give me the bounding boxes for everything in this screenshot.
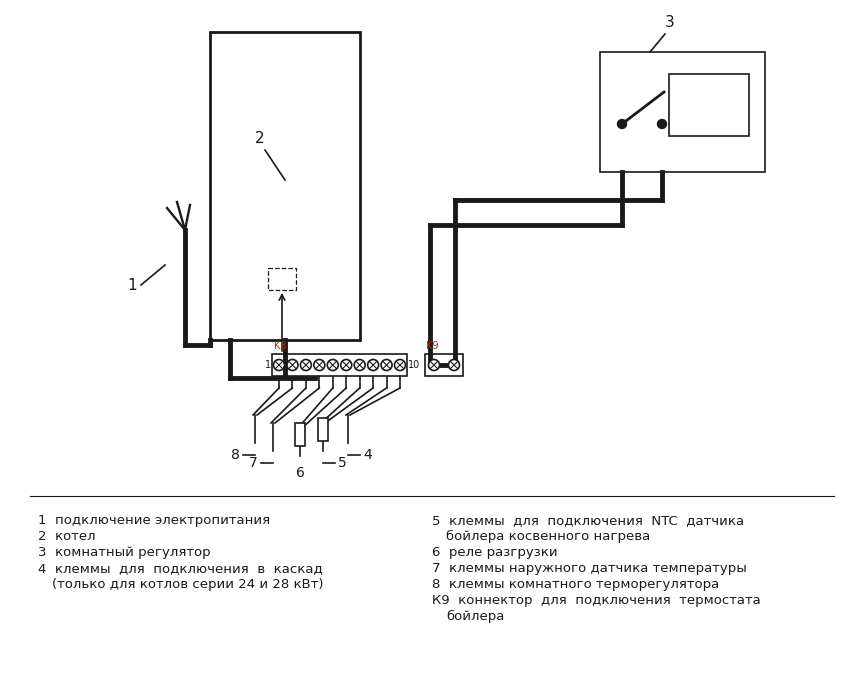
Text: 6: 6	[295, 466, 304, 480]
Text: K8: K8	[274, 341, 287, 351]
Text: 3: 3	[665, 15, 675, 30]
Bar	[425, 354, 463, 376]
Text: К9  коннектор  для  подключения  термостата: К9 коннектор для подключения термостата	[432, 594, 760, 607]
Bar	[210, 32, 360, 340]
Circle shape	[354, 360, 365, 370]
Bar	[670, 74, 748, 136]
Text: 1  подключение электропитания: 1 подключение электропитания	[38, 514, 270, 527]
Bar	[272, 354, 407, 376]
Circle shape	[367, 360, 378, 370]
Bar	[600, 52, 765, 172]
Text: 4  клеммы  для  подключения  в  каскад: 4 клеммы для подключения в каскад	[38, 562, 323, 575]
Circle shape	[395, 360, 405, 370]
Text: 5  клеммы  для  подключения  NTC  датчика: 5 клеммы для подключения NTC датчика	[432, 514, 744, 527]
Text: K9: K9	[426, 341, 439, 351]
Text: бойлера: бойлера	[446, 610, 505, 623]
Text: 1: 1	[265, 360, 271, 370]
Circle shape	[340, 360, 352, 370]
Text: 7  клеммы наружного датчика температуры: 7 клеммы наружного датчика температуры	[432, 562, 746, 575]
Text: 3  комнатный регулятор: 3 комнатный регулятор	[38, 546, 211, 559]
Circle shape	[448, 360, 460, 370]
Circle shape	[618, 120, 626, 129]
Text: 7: 7	[249, 456, 258, 470]
Bar	[268, 268, 296, 290]
Text: бойлера косвенного нагрева: бойлера косвенного нагрева	[446, 530, 651, 543]
Text: 2  котел: 2 котел	[38, 530, 96, 543]
Text: 10: 10	[408, 360, 420, 370]
Text: 2: 2	[255, 131, 264, 146]
Text: 4: 4	[363, 448, 372, 462]
Circle shape	[314, 360, 325, 370]
Text: 8  клеммы комнатного терморегулятора: 8 клеммы комнатного терморегулятора	[432, 578, 719, 591]
Text: 8: 8	[232, 448, 240, 462]
Circle shape	[658, 120, 666, 129]
Circle shape	[381, 360, 392, 370]
Text: 5: 5	[338, 456, 346, 470]
Bar	[318, 418, 328, 441]
Circle shape	[301, 360, 311, 370]
Circle shape	[429, 360, 440, 370]
Text: 6  реле разгрузки: 6 реле разгрузки	[432, 546, 557, 559]
Circle shape	[274, 360, 284, 370]
Circle shape	[327, 360, 339, 370]
Text: (только для котлов серии 24 и 28 кВт): (только для котлов серии 24 и 28 кВт)	[52, 578, 323, 591]
Circle shape	[287, 360, 298, 370]
Text: 1: 1	[127, 277, 137, 293]
Bar	[295, 423, 305, 446]
